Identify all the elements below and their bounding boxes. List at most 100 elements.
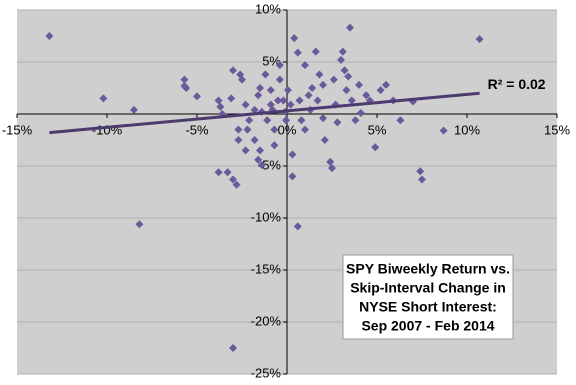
point [288,172,297,181]
point [290,34,299,43]
point [439,126,448,135]
point [319,114,327,123]
y-tick-label: -10% [251,209,282,224]
point [340,66,349,75]
y-tick-label: 10% [255,1,281,16]
point [279,96,288,105]
point [355,80,363,89]
y-tick-label: -5% [258,157,282,172]
point [283,86,292,95]
point [234,125,243,134]
point [229,175,237,184]
point [319,80,327,89]
point [346,23,354,32]
point [286,100,295,109]
point [182,84,191,92]
x-tick-label: -10% [92,122,123,137]
x-tick-label: 0% [278,122,297,137]
point [254,91,263,100]
point [338,47,347,56]
point [227,94,236,103]
point [135,220,144,229]
point [329,75,338,84]
point [418,175,426,184]
point [313,96,322,105]
point [475,35,484,44]
point [275,61,284,70]
point [293,222,302,231]
point [320,136,329,144]
point [214,96,223,105]
point [347,96,356,105]
point [270,125,279,134]
point [250,105,259,114]
point [275,75,284,84]
x-tick-label: -15% [2,122,33,137]
y-tick-label: -25% [251,365,282,380]
point [99,94,108,103]
x-tick-label: 5% [368,122,387,137]
point [416,167,425,176]
point [223,168,232,177]
x-tick-label: -5% [185,122,209,137]
point [270,141,279,150]
point [362,91,371,100]
trendline [49,91,480,135]
point [241,146,250,155]
point [308,84,317,92]
point [282,116,291,125]
point [297,116,306,125]
y-tick-label: -20% [251,313,282,328]
point [337,55,345,64]
point [261,70,270,79]
x-tick-label: 10% [454,122,480,137]
point [301,61,309,70]
point [376,86,385,95]
point [304,91,313,100]
point [266,100,275,109]
point [45,32,54,40]
annotation-line: Sep 2007 - Feb 2014 [361,318,494,334]
point [371,143,380,152]
point [234,136,243,144]
point [130,105,138,114]
point [250,136,259,144]
point [351,116,360,125]
point [238,75,246,84]
annotation-box [342,254,514,340]
point [254,155,263,164]
point [216,102,225,111]
point [333,118,342,127]
point [382,80,390,89]
point [356,108,365,117]
point [256,84,264,92]
annotation-line: NYSE Short Interest: [359,299,497,315]
point [274,96,282,105]
point [315,70,324,79]
point [293,48,302,57]
point [245,116,254,125]
point [328,164,336,173]
point [180,75,189,84]
point [229,66,237,75]
point [396,116,405,125]
point [193,92,201,101]
point [311,47,320,56]
point [256,146,264,155]
point [241,100,250,109]
point [243,125,252,134]
point [344,72,353,81]
point [257,160,266,169]
point [266,86,275,95]
point [301,125,309,134]
point [229,344,237,352]
point [214,168,223,177]
r-squared-label: R² = 0.02 [488,76,546,92]
annotation-line: SPY Biweekly Return vs. [346,261,510,277]
point [326,157,335,166]
y-tick-label: -15% [251,261,282,276]
point [342,86,351,95]
x-tick-label: 15% [544,122,570,137]
annotation-line: Skip-Interval Change in [350,280,506,296]
